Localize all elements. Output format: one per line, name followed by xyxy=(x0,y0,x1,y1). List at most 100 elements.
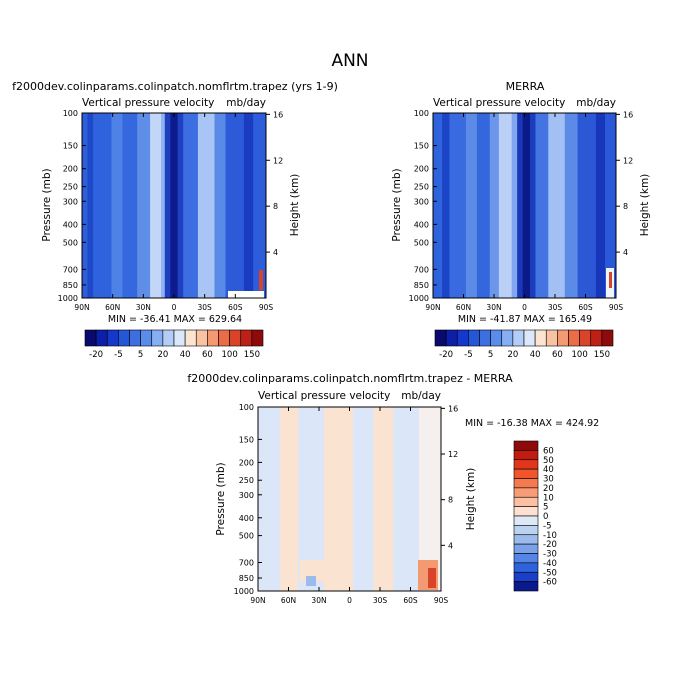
colorbar-swatch xyxy=(479,329,491,347)
field-group xyxy=(82,113,266,298)
contour-plot: 90N 60N 30N 0 30S 60S 90S 100 150 200 250 300 400 500… xyxy=(58,109,284,312)
colorbar-label: 100 xyxy=(222,350,238,360)
colorbar-swatch xyxy=(162,329,175,347)
colorbar-swatch xyxy=(513,534,539,545)
panel-title: MERRA xyxy=(506,80,545,93)
colorbar-swatch xyxy=(512,329,525,347)
colorbar-swatch xyxy=(557,329,569,347)
y-right-tick-label: 4 xyxy=(448,541,453,550)
y-right-tick-label: 4 xyxy=(273,248,278,257)
field-column xyxy=(535,113,549,298)
field-column xyxy=(522,113,531,298)
colorbar-label: -10 xyxy=(543,531,557,541)
masked-surface xyxy=(228,291,264,298)
contour-plot: 90N 60N 30N 0 30S 60S 90S 100 150 200 250 300 400 500… xyxy=(234,403,459,605)
y-tick-label: 500 xyxy=(414,238,429,247)
y-right-tick-label: 8 xyxy=(448,496,453,505)
colorbar-label: 40 xyxy=(180,350,191,360)
field-column xyxy=(164,113,171,298)
y-right-tick-label: 16 xyxy=(623,110,633,119)
y-tick-label: 400 xyxy=(239,514,254,523)
y-tick-label: 1000 xyxy=(58,294,78,303)
y-right-tick-label: 8 xyxy=(623,202,628,211)
y-right-tick-label: 12 xyxy=(448,450,458,459)
field-column xyxy=(564,113,579,298)
field-column xyxy=(548,113,566,298)
field-column xyxy=(122,113,138,298)
field-column xyxy=(111,113,124,298)
y-axis-title: Pressure (mb) xyxy=(215,462,227,535)
field-column xyxy=(170,113,179,298)
field-column xyxy=(605,113,616,298)
colorbar-label: 60 xyxy=(552,350,563,360)
field-column xyxy=(279,407,299,591)
max-feature xyxy=(259,270,263,290)
colorbar-swatch xyxy=(513,496,539,507)
field-group xyxy=(258,407,441,591)
colorbar-label: 150 xyxy=(594,350,610,360)
field-column xyxy=(93,113,113,298)
x-tick-label: 30S xyxy=(373,596,388,605)
subtitle-left: Vertical pressure velocity xyxy=(258,390,390,402)
colorbar-label: 10 xyxy=(543,493,554,503)
y-tick-label: 300 xyxy=(63,197,78,206)
x-tick-label: 90N xyxy=(250,596,265,605)
y-axis-right-title: Height (km) xyxy=(465,468,477,531)
colorbar-swatch xyxy=(140,329,153,347)
y-right-tick-label: 8 xyxy=(273,202,278,211)
field-column xyxy=(87,113,94,298)
colorbar-swatch xyxy=(207,329,219,347)
colorbar-swatch xyxy=(468,329,480,347)
colorbar-swatch xyxy=(513,571,539,582)
field-column xyxy=(476,113,491,298)
colorbar-label: -20 xyxy=(89,350,103,360)
colorbar-swatch xyxy=(490,329,503,347)
field-column xyxy=(517,113,524,298)
max-feature xyxy=(609,272,612,288)
stats-text: MIN = -16.38 MAX = 424.92 xyxy=(465,418,599,429)
y-axis-title: Pressure (mb) xyxy=(391,168,403,241)
x-tick-label: 60N xyxy=(105,303,120,312)
colorbar-swatch xyxy=(601,329,614,347)
field-column xyxy=(577,113,597,298)
colorbar-label: 20 xyxy=(543,484,554,494)
colorbar-swatch xyxy=(218,329,230,347)
panel-difference: f2000dev.colinparams.colinpatch.nomflrtm… xyxy=(187,372,599,605)
y-tick-label: 150 xyxy=(414,142,429,151)
colorbar-swatch xyxy=(590,329,603,347)
y-tick-label: 100 xyxy=(239,403,254,412)
colorbar-label: 40 xyxy=(543,465,554,475)
y-tick-label: 300 xyxy=(414,197,429,206)
y-right-tick-label: 12 xyxy=(273,156,283,165)
colorbar-label: 50 xyxy=(543,456,554,466)
colorbar-label: -30 xyxy=(543,550,557,560)
panel-merra: MERRA Vertical pressure velocity mb/day … xyxy=(391,80,651,325)
panel-model: f2000dev.colinparams.colinpatch.nomflrtm… xyxy=(12,80,338,325)
y-tick-label: 400 xyxy=(63,220,78,229)
field-column xyxy=(161,113,166,298)
field-column xyxy=(243,113,254,298)
colorbar-swatch xyxy=(106,329,119,347)
colorbar-label: 0 xyxy=(543,512,548,522)
colorbar-swatch xyxy=(513,525,539,536)
colorbar-swatch xyxy=(118,329,130,347)
y-right-tick-label: 16 xyxy=(448,404,458,413)
field-column xyxy=(214,113,227,298)
y-tick-label: 200 xyxy=(63,165,78,174)
colorbar-swatch xyxy=(129,329,141,347)
field-column xyxy=(449,113,467,298)
y-axis-title: Pressure (mb) xyxy=(41,168,53,241)
colorbar-swatch xyxy=(513,450,539,461)
field-column xyxy=(498,113,513,298)
x-tick-label: 90N xyxy=(74,303,89,312)
subtitle-left: Vertical pressure velocity xyxy=(82,97,214,109)
field-column xyxy=(253,113,266,298)
colorbar-swatch xyxy=(456,329,469,347)
field-column xyxy=(373,407,395,591)
y-tick-label: 850 xyxy=(63,281,78,290)
colorbar-label: 20 xyxy=(507,350,518,360)
field-column xyxy=(183,113,199,298)
colorbar-swatch xyxy=(445,329,458,347)
